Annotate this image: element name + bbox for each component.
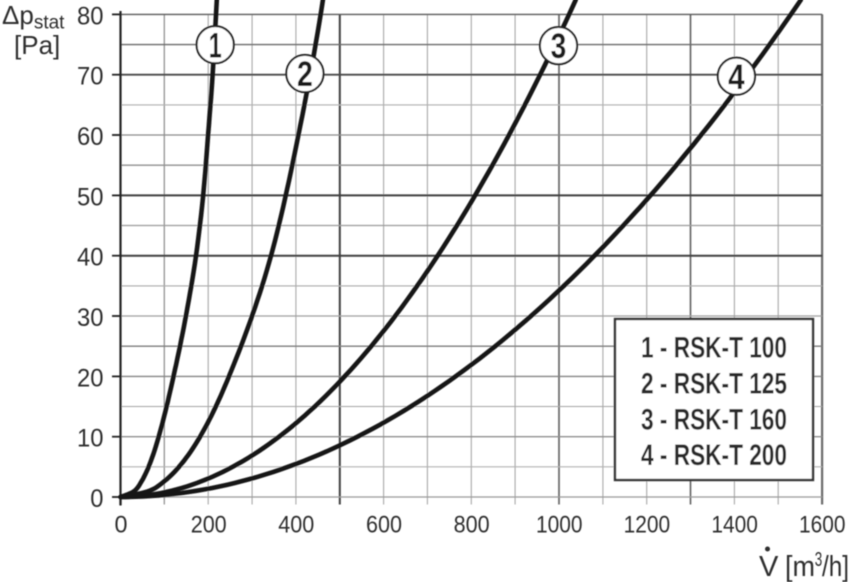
svg-text:[Pa]: [Pa] [14,30,60,60]
svg-text:Δpstat: Δpstat [2,0,65,34]
svg-text:30: 30 [77,304,104,332]
svg-text:60: 60 [77,123,104,151]
svg-text:1400: 1400 [711,512,758,539]
svg-text:2: 2 [297,55,313,94]
svg-text:10: 10 [77,425,104,453]
svg-text:20: 20 [77,364,104,392]
svg-text:/h]: /h] [822,551,849,582]
svg-text:400: 400 [278,512,314,539]
svg-text:2 - RSK-T 125: 2 - RSK-T 125 [641,367,787,400]
svg-text:4: 4 [728,58,745,97]
svg-text:1000: 1000 [536,512,583,539]
svg-text:200: 200 [191,512,227,539]
svg-text:[m: [m [785,551,815,582]
svg-text:50: 50 [77,183,104,211]
svg-text:1: 1 [209,26,222,65]
svg-text:4 - RSK-T 200: 4 - RSK-T 200 [641,439,787,472]
svg-text:40: 40 [77,244,104,272]
svg-text:0: 0 [90,485,103,513]
svg-text:800: 800 [454,512,490,539]
svg-text:V: V [759,551,779,582]
svg-text:3: 3 [551,27,567,66]
svg-text:3 - RSK-T 160: 3 - RSK-T 160 [641,403,787,436]
svg-text:80: 80 [77,2,104,30]
svg-text:70: 70 [77,63,104,91]
svg-text:1 - RSK-T 100: 1 - RSK-T 100 [641,332,787,365]
svg-text:3: 3 [815,549,823,571]
svg-text:1600: 1600 [799,512,846,539]
svg-text:0: 0 [115,512,128,539]
svg-text:600: 600 [366,512,402,539]
svg-text:1200: 1200 [624,512,671,539]
